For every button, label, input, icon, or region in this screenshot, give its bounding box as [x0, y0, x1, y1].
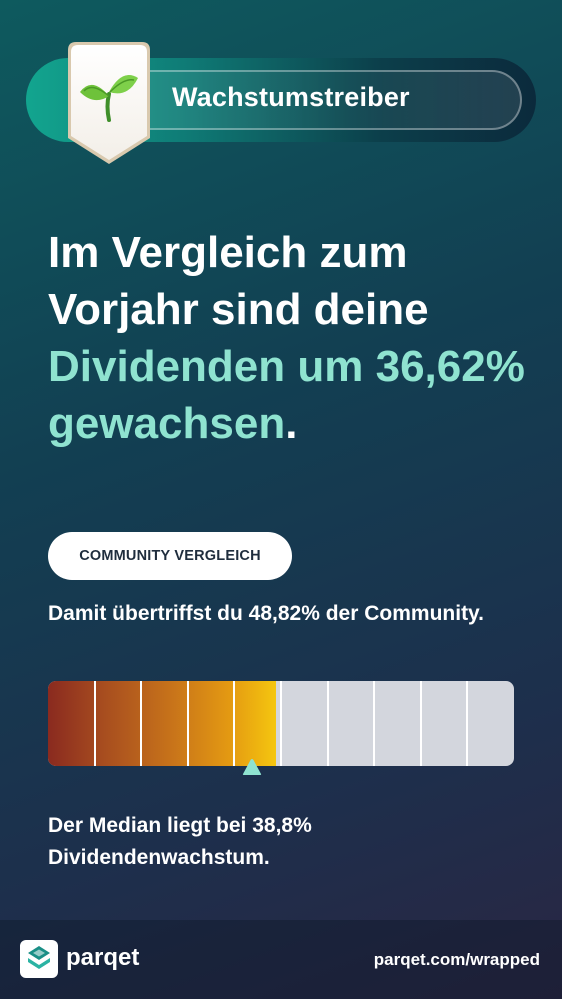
community-text: Damit übertriffst du 48,82% der Communit…: [48, 602, 485, 625]
parqet-logo-icon: [20, 940, 58, 978]
percentile-bar-divider: [93, 681, 96, 766]
footer-url[interactable]: parqet.com/wrapped: [373, 950, 540, 969]
headline-white: Im Vergleich zum Vorjahr sind deine: [48, 228, 429, 334]
percentile-marker-icon: [242, 759, 261, 775]
percentile-bar: [48, 681, 514, 766]
percentile-bar-fill: [48, 681, 276, 766]
percentile-bar-divider: [419, 681, 422, 766]
footer: parqet parqet.com/wrapped: [0, 920, 562, 999]
percentile-bar-divider: [373, 681, 376, 766]
headline: Im Vergleich zum Vorjahr sind deine Divi…: [48, 224, 528, 452]
percentile-bar-divider: [186, 681, 189, 766]
brand-name: parqet: [66, 944, 140, 971]
percentile-bar-divider: [466, 681, 469, 766]
sprout-icon: [80, 75, 138, 122]
percentile-bar-divider: [280, 681, 282, 766]
percentile-bar-divider: [326, 681, 329, 766]
headline-suffix: .: [285, 399, 298, 448]
badge-inner-frame: [76, 70, 522, 130]
community-compare-pill: COMMUNITY VERGLEICH: [48, 532, 292, 580]
median-text: Der Median liegt bei 38,8% Dividendenwac…: [48, 814, 312, 869]
sprout-shield-icon: [68, 42, 150, 164]
percentile-bar-divider: [233, 681, 236, 766]
headline-accent: Dividenden um 36,62% gewachsen: [48, 342, 525, 448]
percentile-bar-divider: [140, 681, 143, 766]
badge-label: Wachstumstreiber: [172, 82, 410, 112]
